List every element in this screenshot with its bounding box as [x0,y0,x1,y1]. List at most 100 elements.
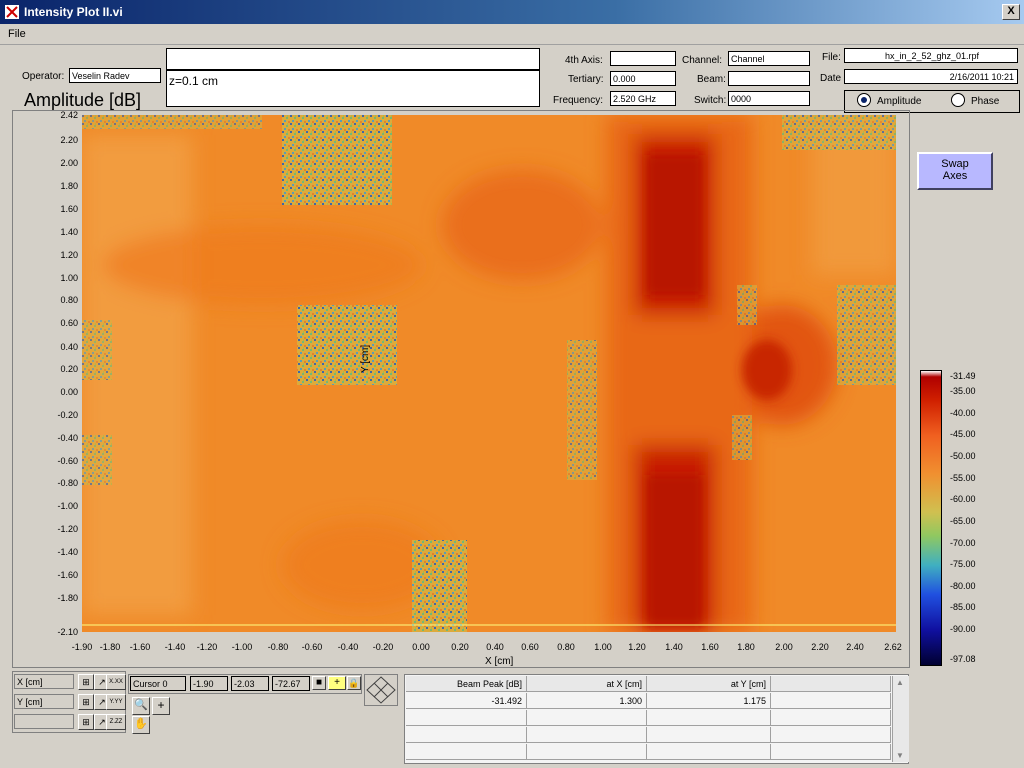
z-axis-lock-button[interactable]: ⊞ [78,714,94,730]
table-cell[interactable] [527,744,647,760]
swap-axes-button[interactable]: Swap Axes [917,152,993,190]
amplitude-radio-label: Amplitude [877,96,922,107]
x-tick-label: 0.60 [521,642,539,652]
cursor-lock-icon[interactable]: 🔒 [347,676,361,690]
y-tick-label: 1.00 [60,273,78,283]
close-button[interactable]: X [1002,4,1020,20]
z-format-button[interactable]: Z.ZZ [106,714,126,730]
switch-field[interactable]: 0000 [728,91,810,106]
x-tick-label: 1.80 [737,642,755,652]
x-tick-label: 1.40 [665,642,683,652]
table-cell[interactable]: 1.175 [647,693,771,709]
cursor-x-value[interactable]: -1.90 [190,676,228,691]
table-cell[interactable]: 1.300 [527,693,647,709]
y-tick-label: 0.20 [60,364,78,374]
table-cell[interactable] [406,744,527,760]
x-axis-name: X [cm] [14,674,74,689]
table-cell[interactable]: -31.492 [406,693,527,709]
date-field: 2/16/2011 10:21 [844,69,1018,84]
x-tick-label: -0.60 [301,642,323,652]
channel-field[interactable]: Channel [728,51,810,66]
z-axis-name [14,714,74,729]
table-cell[interactable] [647,710,771,726]
plot-title: Amplitude [dB] [24,90,142,110]
comment-top-field[interactable] [166,48,540,70]
x-format-button[interactable]: X.XX [106,674,126,690]
table-scrollbar[interactable]: ▲ ▼ [892,676,909,762]
table-cell[interactable] [771,727,891,743]
scroll-down-icon[interactable]: ▼ [896,751,904,760]
colorbar-tick-label: -35.00 [950,386,976,396]
x-tick-label: -1.20 [196,642,218,652]
colorbar[interactable] [920,370,942,666]
colorbar-tick-label: -65.00 [950,516,976,526]
table-cell[interactable] [527,710,647,726]
colorbar-tick-label: -85.00 [950,602,976,612]
table-cell[interactable] [771,693,891,709]
y-axis-lock-button[interactable]: ⊞ [78,694,94,710]
phase-radio[interactable] [951,93,965,107]
colorbar-tick-label: -55.00 [950,473,976,483]
x-tick-label: 2.62 [884,642,902,652]
y-tick-label: -0.40 [57,433,78,443]
x-tick-label: -1.60 [129,642,151,652]
operator-field[interactable]: Veselin Radev [69,68,161,83]
table-cell[interactable] [771,710,891,726]
table-header-cell: Beam Peak [dB] [406,676,527,692]
cursor-z-value[interactable]: -72.67 [272,676,310,691]
operator-label: Operator: [22,71,65,82]
title-bar: Intensity Plot II.vi X [0,0,1024,24]
fourth-axis-label: 4th Axis: [565,55,603,66]
table-cell[interactable] [527,727,647,743]
zoom-tool-icon[interactable]: 🔍 [132,697,150,715]
y-format-button[interactable]: Y.YY [106,694,126,710]
y-axis-name: Y [cm] [14,694,74,709]
cursor-diamond-icon[interactable] [365,675,397,705]
colorbar-tick-label: -70.00 [950,538,976,548]
x-tick-label: 2.40 [846,642,864,652]
file-field[interactable]: hx_in_2_52_ghz_01.rpf [844,48,1018,63]
x-tick-label: -1.40 [164,642,186,652]
x-tick-label: -0.40 [337,642,359,652]
x-tick-label: -1.80 [99,642,121,652]
y-tick-label: 2.00 [60,158,78,168]
cursor-crosshair-button[interactable]: + [328,676,346,690]
intensity-plot-area[interactable] [82,115,896,632]
beam-field[interactable] [728,71,810,86]
frequency-label: Frequency: [553,95,604,106]
x-tick-label: -1.00 [231,642,253,652]
x-axis-lock-button[interactable]: ⊞ [78,674,94,690]
amplitude-radio[interactable] [857,93,871,107]
cursor-style-button[interactable]: ■ [312,676,326,690]
frequency-field[interactable]: 2.520 GHz [610,91,676,106]
comment-field[interactable]: z=0.1 cm [166,70,540,107]
x-tick-label: 1.00 [594,642,612,652]
y-tick-label: 0.40 [60,342,78,352]
fourth-axis-field[interactable] [610,51,676,66]
y-tick-label: -1.20 [57,524,78,534]
cursor-name[interactable]: Cursor 0 [130,676,186,691]
cursor-move-tool-icon[interactable]: + [152,697,170,715]
scroll-up-icon[interactable]: ▲ [896,678,904,687]
tertiary-field[interactable]: 0.000 [610,71,676,86]
table-cell[interactable] [771,744,891,760]
x-axis-label: X [cm] [485,656,514,667]
x-tick-label: 2.20 [811,642,829,652]
labview-vi-icon [5,5,19,19]
cursor-y-value[interactable]: -2.03 [231,676,269,691]
menu-file[interactable]: File [8,28,26,40]
table-header-cell: at Y [cm] [647,676,771,692]
colorbar-tick-label: -60.00 [950,494,976,504]
pan-hand-tool-icon[interactable]: ✋ [132,716,150,734]
y-tick-label: 0.00 [60,387,78,397]
y-tick-label: -0.20 [57,410,78,420]
menu-bar: File [0,24,1024,45]
y-tick-label: -0.60 [57,456,78,466]
table-cell[interactable] [647,727,771,743]
table-cell[interactable] [406,727,527,743]
table-header-cell [771,676,891,692]
y-axis-label: Y [cm] [360,344,371,373]
beam-label: Beam: [697,74,726,85]
table-cell[interactable] [647,744,771,760]
table-cell[interactable] [406,710,527,726]
